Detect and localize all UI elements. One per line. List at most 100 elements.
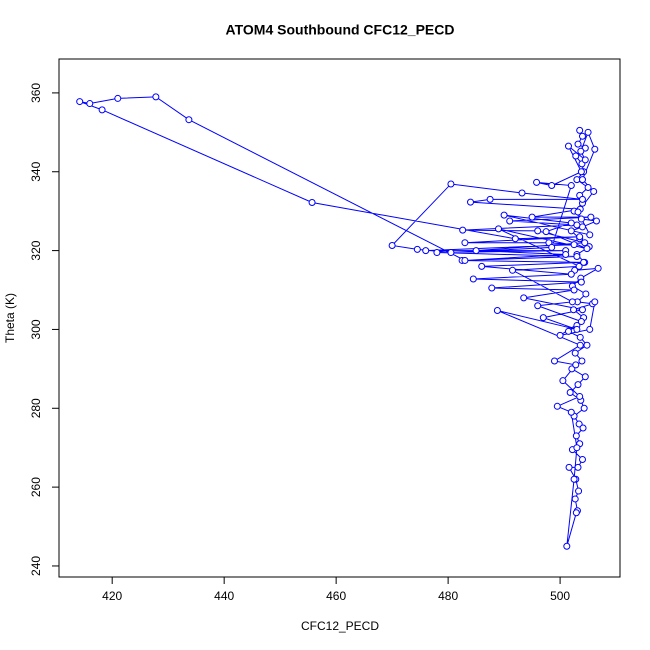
data-point [580, 258, 588, 266]
data-point [577, 278, 585, 286]
data-point [506, 217, 514, 225]
data-point [576, 333, 584, 341]
y-tick-label: 340 [29, 161, 43, 181]
data-point [591, 145, 599, 153]
data-point [578, 456, 586, 464]
data-point [583, 245, 591, 253]
data-point [461, 256, 469, 264]
data-point [576, 126, 584, 134]
data-point [433, 249, 441, 257]
x-tick-label: 420 [102, 589, 122, 603]
data-point [500, 211, 508, 219]
data-point [98, 106, 106, 114]
y-tick-label: 360 [29, 83, 43, 103]
x-tick-label: 480 [438, 589, 458, 603]
data-point [578, 306, 586, 314]
data-point [413, 245, 421, 253]
data-point [570, 306, 578, 314]
data-point [185, 116, 193, 124]
data-point [548, 243, 556, 251]
data-point [114, 94, 122, 102]
data-point [578, 357, 586, 365]
data-point [511, 235, 519, 243]
data-point [495, 225, 503, 233]
y-tick-label: 320 [29, 240, 43, 260]
data-point [577, 168, 585, 176]
data-point [461, 239, 469, 247]
data-point [590, 187, 598, 195]
data-point [486, 195, 494, 203]
x-tick-label: 500 [550, 589, 570, 603]
data-point [583, 341, 591, 349]
data-point [469, 275, 477, 283]
data-point [578, 195, 586, 203]
data-point [572, 509, 580, 517]
data-point [567, 270, 575, 278]
data-point [582, 290, 590, 298]
data-point [586, 325, 594, 333]
data-point [568, 298, 576, 306]
data-point [573, 253, 581, 261]
data-point [591, 298, 599, 306]
data-point [478, 262, 486, 270]
data-point [576, 392, 584, 400]
data-point [550, 357, 558, 365]
data-point [562, 251, 570, 259]
data-point [581, 373, 589, 381]
data-point [533, 178, 541, 186]
x-axis-label: CFC12_PECD [301, 619, 379, 633]
y-tick-label: 240 [29, 556, 43, 576]
data-point [556, 331, 564, 339]
data-point [576, 341, 584, 349]
data-point [566, 389, 574, 397]
data-point [587, 213, 595, 221]
data-point [152, 93, 160, 101]
data-point [539, 314, 547, 322]
data-point [576, 233, 584, 241]
data-point [534, 302, 542, 310]
y-tick-label: 260 [29, 477, 43, 497]
y-tick-label: 300 [29, 319, 43, 339]
data-point [573, 325, 581, 333]
data-point [534, 227, 542, 235]
data-point [592, 217, 600, 225]
data-point [578, 176, 586, 184]
data-point [542, 228, 550, 236]
data-point [584, 128, 592, 136]
data-point [577, 215, 585, 223]
data-point [586, 231, 594, 239]
data-point [459, 226, 467, 234]
data-point [76, 98, 84, 106]
data-point [573, 221, 581, 229]
data-point [580, 404, 588, 412]
data-point [548, 182, 556, 190]
x-tick-label: 460 [326, 589, 346, 603]
data-point [581, 156, 589, 164]
data-point [564, 142, 572, 150]
data-point [575, 487, 583, 495]
data-point [571, 495, 579, 503]
data-point [308, 198, 316, 206]
data-point [388, 241, 396, 249]
data-point [567, 227, 575, 235]
data-point [565, 463, 573, 471]
data-point [575, 262, 583, 270]
data-point [577, 318, 585, 326]
data-point [578, 223, 586, 231]
data-point [570, 475, 578, 483]
data-point [594, 264, 602, 272]
data-point [567, 219, 575, 227]
data-point [574, 381, 582, 389]
data-point [573, 444, 581, 452]
data-point [572, 152, 580, 160]
data-point [567, 408, 575, 416]
data-point [572, 361, 580, 369]
data-point [581, 239, 589, 247]
data-point [447, 180, 455, 188]
data-point [577, 147, 585, 155]
data-point [86, 100, 94, 108]
data-point [520, 294, 528, 302]
data-point [422, 247, 430, 255]
data-point [567, 182, 575, 190]
